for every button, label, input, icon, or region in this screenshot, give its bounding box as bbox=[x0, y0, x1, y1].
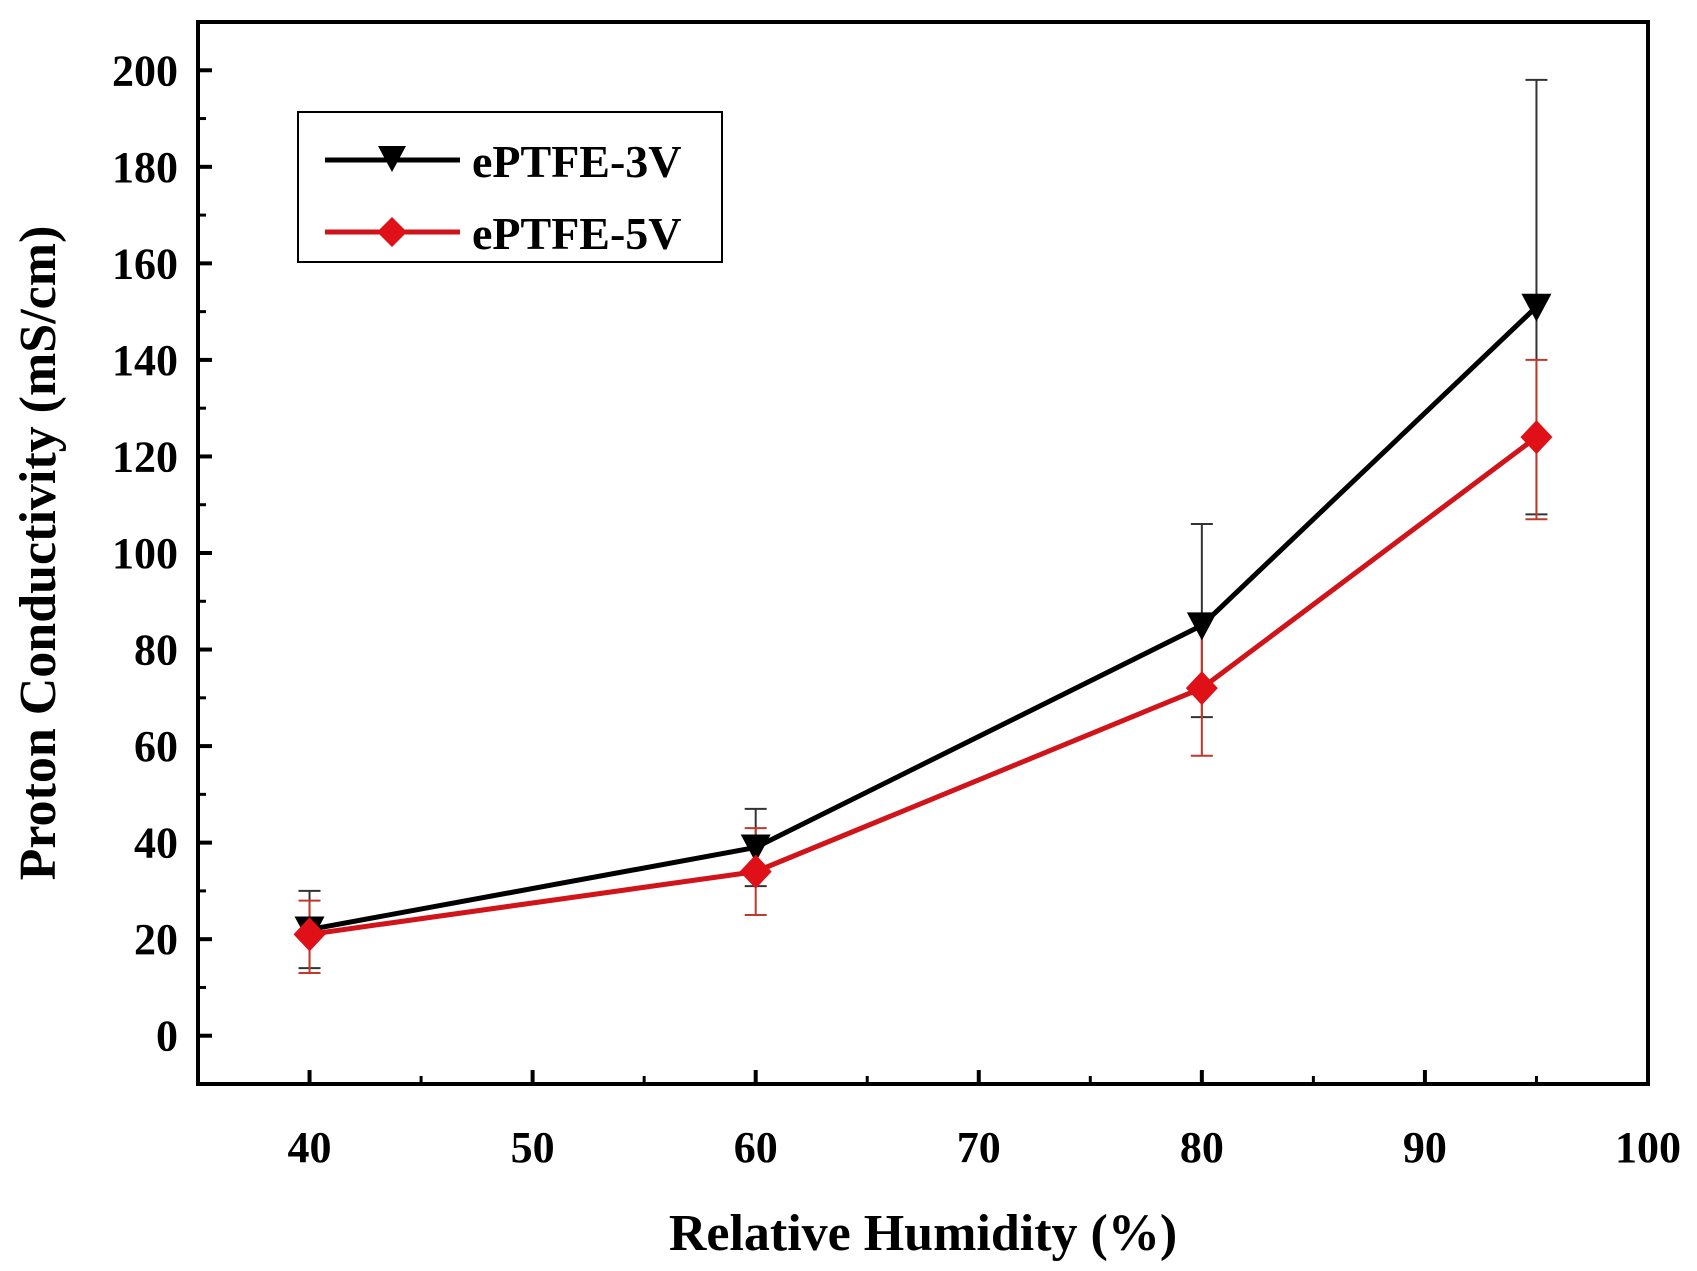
data-point-eptfe-5v bbox=[1185, 671, 1218, 706]
y-tick-label: 80 bbox=[134, 626, 178, 675]
x-tick-label: 80 bbox=[1180, 1123, 1224, 1172]
series-line-eptfe-5v bbox=[309, 435, 1538, 937]
x-tick-label: 100 bbox=[1615, 1123, 1681, 1172]
y-tick-label: 60 bbox=[134, 722, 178, 771]
legend-label-eptfe-5v: ePTFE-5V bbox=[472, 208, 682, 259]
data-point-eptfe-5v bbox=[293, 917, 326, 952]
y-tick-label: 120 bbox=[112, 432, 178, 481]
series-line-eptfe-3v bbox=[309, 304, 1539, 932]
data-point-eptfe-3v bbox=[740, 834, 771, 863]
legend-label-eptfe-3v: ePTFE-3V bbox=[472, 136, 682, 187]
x-tick-label: 40 bbox=[288, 1123, 332, 1172]
data-point-eptfe-5v bbox=[1520, 420, 1553, 455]
legend-marker-eptfe-5v bbox=[377, 217, 407, 247]
x-tick-label: 50 bbox=[511, 1123, 555, 1172]
y-tick-label: 0 bbox=[156, 1012, 178, 1061]
x-tick-label: 60 bbox=[734, 1123, 778, 1172]
y-axis-title: Proton Conductivity (mS/cm) bbox=[10, 226, 67, 881]
x-tick-label: 90 bbox=[1403, 1123, 1447, 1172]
y-tick-label: 20 bbox=[134, 915, 178, 964]
data-point-eptfe-5v bbox=[739, 854, 772, 889]
y-tick-label: 200 bbox=[112, 46, 178, 95]
data-point-eptfe-3v bbox=[1521, 293, 1552, 322]
data-point-eptfe-3v bbox=[1186, 612, 1217, 641]
legend-marker-eptfe-3v bbox=[378, 146, 406, 172]
x-axis-title: Relative Humidity (%) bbox=[669, 1205, 1177, 1262]
legend: ePTFE-3V ePTFE-5V bbox=[297, 111, 723, 263]
y-tick-label: 160 bbox=[112, 239, 178, 288]
y-tick-label: 100 bbox=[112, 529, 178, 578]
y-tick-label: 140 bbox=[112, 336, 178, 385]
y-tick-label: 180 bbox=[112, 143, 178, 192]
legend-box bbox=[297, 111, 723, 263]
x-tick-label: 70 bbox=[957, 1123, 1001, 1172]
y-tick-label: 40 bbox=[134, 819, 178, 868]
